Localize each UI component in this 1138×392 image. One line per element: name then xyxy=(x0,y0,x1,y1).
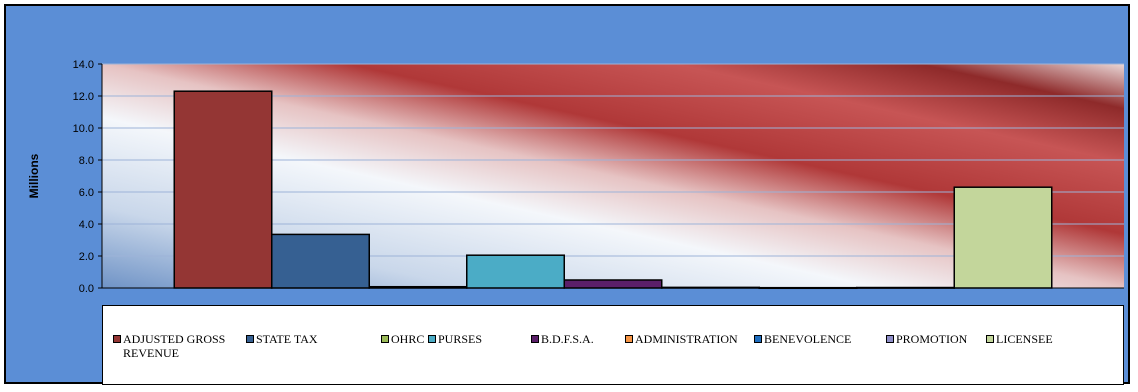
y-tick-label: 4.0 xyxy=(79,219,94,231)
legend-swatch xyxy=(113,335,121,343)
legend-item: PURSES xyxy=(428,332,546,346)
legend-item: ADMINISTRATION xyxy=(625,332,743,346)
legend-label: ADJUSTED GROSS REVENUE xyxy=(123,332,226,360)
bar-b-d-f-s-a xyxy=(563,279,663,289)
legend-swatch xyxy=(625,335,633,343)
y-tick-label: 10.0 xyxy=(73,123,94,135)
bar-state-tax xyxy=(271,233,370,289)
bar-purses xyxy=(466,254,565,289)
legend-label: STATE TAX xyxy=(256,332,318,346)
legend-item: OHRC xyxy=(381,332,499,346)
legend-swatch xyxy=(886,335,894,343)
legend-item: B.D.F.S.A. xyxy=(531,332,649,346)
legend-swatch xyxy=(986,335,994,343)
legend-swatch xyxy=(381,335,389,343)
legend-label: B.D.F.S.A. xyxy=(541,332,594,346)
legend-item: LICENSEE xyxy=(986,332,1104,346)
legend-item: STATE TAX xyxy=(246,332,364,346)
legend-label: ADMINISTRATION xyxy=(635,332,738,346)
bars xyxy=(173,90,1053,290)
legend-label: LICENSEE xyxy=(996,332,1053,346)
chart-frame: 0.0 2.0 4.0 6.0 8.0 10.0 12.0 14.0 Millions ADJ… xyxy=(4,4,1130,385)
y-tick-label: 14.0 xyxy=(73,59,94,71)
legend-swatch xyxy=(754,335,762,343)
y-tick-label: 0.0 xyxy=(79,283,94,295)
legend-label: PURSES xyxy=(438,332,483,346)
legend-item: ADJUSTED GROSS REVENUE xyxy=(113,332,231,360)
legend-label: PROMOTION xyxy=(896,332,968,346)
y-tick-label: 12.0 xyxy=(73,91,94,103)
bar-adjusted-gross-revenue xyxy=(173,90,273,289)
bar-licensee xyxy=(953,186,1053,289)
legend-swatch xyxy=(246,335,254,343)
legend-item: PROMOTION xyxy=(886,332,1004,346)
legend-swatch xyxy=(428,335,436,343)
legend-swatch xyxy=(531,335,539,343)
legend-label: OHRC xyxy=(391,332,425,346)
legend: ADJUSTED GROSS REVENUE STATE TAX OHRC PURSE… xyxy=(102,305,1124,385)
y-tick-label: 6.0 xyxy=(79,187,94,199)
y-axis-label: Millions xyxy=(27,153,41,198)
y-tick-label: 8.0 xyxy=(79,155,94,167)
y-tick-label: 2.0 xyxy=(79,251,94,263)
y-axis-ticks: 0.0 2.0 4.0 6.0 8.0 10.0 12.0 14.0 xyxy=(73,59,102,295)
legend-item: BENEVOLENCE xyxy=(754,332,872,346)
bar-chart: 0.0 2.0 4.0 6.0 8.0 10.0 12.0 14.0 Millions xyxy=(27,59,1124,295)
legend-label: BENEVOLENCE xyxy=(764,332,852,346)
